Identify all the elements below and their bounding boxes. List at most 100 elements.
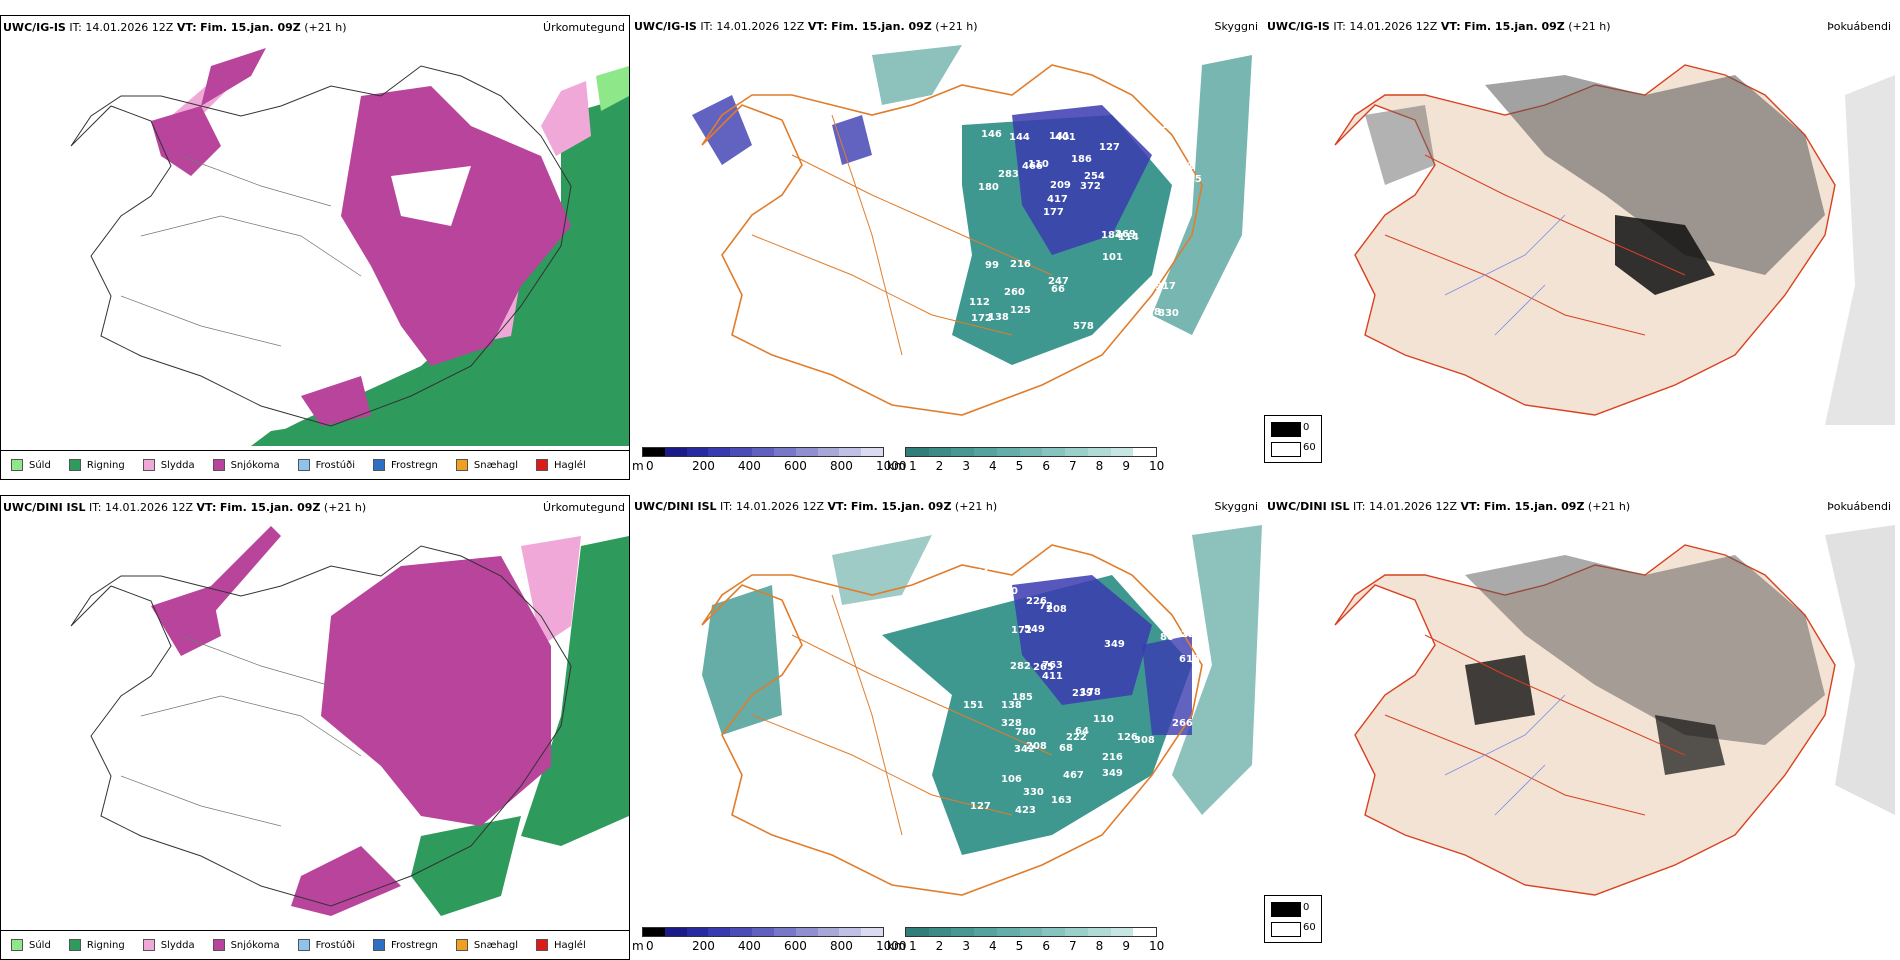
panel-title: UWC/IG-IS IT: 14.01.2026 12Z VT: Fim. 15… [3,21,347,34]
colorbar-tick: 3 [962,939,970,953]
colorbar-tick: 5 [1015,939,1024,953]
ceiling-value-label: 211 [1173,161,1194,172]
ceiling-value-label: 125 [1010,305,1031,316]
ceiling-value-label: 216 [1102,752,1123,763]
ceiling-value-label: 110 [1093,714,1114,725]
ceiling-value-label: 126 [1117,732,1138,743]
ceiling-value-label: 180 [978,182,999,193]
fog-panel-bottom: UWC/DINI ISL IT: 14.01.2026 12Z VT: Fim.… [1265,495,1895,960]
colorbar-tick: 800 [830,459,853,473]
ceiling-value-label: 282 [1010,661,1031,672]
ceiling-value-label: 265 [1033,662,1054,673]
ceiling-value-label: 411 [1042,671,1063,682]
ceiling-value-label: 308 [1134,735,1155,746]
colorbar-tick: 6 [1042,939,1050,953]
visibility-colorbar-bottom: km 1 2 3 4 5 6 7 8 9 10 [887,927,1164,957]
ceiling-value-label: 418 [1140,307,1161,318]
precip-legend-bottom: Súld Rigning Slydda Snjókoma Frostúði Fr… [1,930,629,959]
ceiling-value-label: 239 [1072,688,1093,699]
ceiling-value-label: 138 [1001,700,1022,711]
ceiling-value-label: 269 [1115,229,1136,240]
ceiling-value-label: 185 [1012,692,1033,703]
ceiling-value-label: 127 [970,801,991,812]
colorbar-tick: 8 [1095,459,1104,473]
colorbar-tick: 1 [909,459,917,473]
ceiling-value-label: 342 [1014,744,1035,755]
colorbar-tick: 1 [909,939,917,953]
panel-name: Úrkomutegund [543,501,625,514]
colorbar-tick: 600 [784,459,807,473]
ceiling-value-label: 101 [1102,252,1123,263]
ceiling-value-label: 330 [1023,787,1044,798]
ceiling-value-label: 349 [1104,639,1125,650]
cloud-map-top: 830 180 179 177 127 138 141 186 99 110 112 260 401 25… [692,45,1252,416]
ceiling-value-label: 208 [1046,604,1067,615]
ceiling-value-label: 106 [1001,774,1022,785]
ceiling-value-label: 104 [1050,97,1071,108]
ceiling-value-label: 222 [1181,629,1202,640]
ceiling-value-label: 141 [1049,131,1070,142]
ceiling-value-label: 618 [1179,654,1200,665]
ceiling-value-label: 151 [963,700,984,711]
ceiling-value-label: 466 [1022,161,1043,172]
ceiling-value-label: 260 [1004,287,1025,298]
ceiling-value-label: 138 [988,312,1009,323]
ceiling-colorbar-top: m 0 200 400 600 800 1000 [632,447,907,477]
colorbar-tick: 2 [935,939,944,953]
panel-title: UWC/IG-IS IT: 14.01.2026 12Z VT: Fim. 15… [634,20,978,33]
precip-panel-top: UWC/IG-IS IT: 14.01.2026 12Z VT: Fim. 15… [0,15,630,480]
colorbar-tick: 0 [646,939,654,953]
ceiling-value-label: 763 [1042,660,1063,671]
panel-name: Skyggni [1214,500,1258,513]
colorbar-tick: 9 [1122,459,1130,473]
ceiling-value-label: 254 [1084,171,1105,182]
panel-name: Þokuábendi [1827,20,1891,33]
ceiling-value-label: 172 [1011,625,1032,636]
colorbar-tick: 4 [989,459,997,473]
ceiling-value-label: 186 [1071,154,1092,165]
ceiling-value-label: 112 [969,297,990,308]
ceiling-value-label: 110 [1028,159,1049,170]
panel-name: Þokuábendi [1827,500,1891,513]
fog-key-top: 0 60 [1264,415,1322,463]
fog-key-bottom: 0 60 [1264,895,1322,943]
ceiling-value-label: 372 [1080,181,1101,192]
ceiling-value-label: 163 [1051,795,1072,806]
ceiling-value-label: 80 [1160,632,1174,643]
colorbar-tick: 7 [1069,939,1077,953]
cloud-panel-bottom: UWC/DINI ISL IT: 14.01.2026 12Z VT: Fim.… [632,495,1322,960]
colorbar-tick: 10 [1149,939,1165,953]
fog-panel-top: UWC/IG-IS IT: 14.01.2026 12Z VT: Fim. 15… [1265,15,1895,480]
ceiling-value-label: 144 [1009,132,1030,143]
ceiling-value-label: 40 [1004,586,1018,597]
ceiling-value-label: 222 [1066,732,1087,743]
ceiling-value-label: 241 [1161,153,1182,164]
colorbar-tick: 9 [1122,939,1130,953]
colorbar-tick: 400 [738,939,761,953]
colorbar-tick: 8 [1095,939,1104,953]
ceiling-value-label: 64 [1075,726,1089,737]
panel-name: Úrkomutegund [543,21,625,34]
ceiling-value-label: 417 [1047,194,1068,205]
ceiling-value-label: 283 [998,169,1019,180]
colorbar-tick: 10 [1149,459,1165,473]
ceiling-value-label: 99 [985,260,999,271]
colorbar-tick: 7 [1069,459,1077,473]
ceiling-value-label: 104 [1169,580,1190,591]
ceiling-value-label: 68 [1059,743,1073,754]
ceiling-value-label: 127 [1099,142,1120,153]
ceiling-value-label: 578 [1073,321,1094,332]
ceiling-value-label: 549 [1024,624,1045,635]
ceiling-value-label: 146 [981,129,1002,140]
colorbar-tick: 200 [692,939,715,953]
ceiling-value-label: 72 [1039,601,1053,612]
precip-map-bottom [1,516,629,926]
ceiling-value-label: 917 [1155,281,1176,292]
ceiling-value-label: 209 [1050,180,1071,191]
panel-title: UWC/DINI ISL IT: 14.01.2026 12Z VT: Fim.… [1267,500,1631,513]
ceiling-value-label: 226 [1026,596,1047,607]
colorbar-tick: 1000 [876,459,907,473]
panel-name: Skyggni [1214,20,1258,33]
ceiling-value-label: 247 [1048,276,1069,287]
ceiling-value-label: 208 [1026,741,1047,752]
